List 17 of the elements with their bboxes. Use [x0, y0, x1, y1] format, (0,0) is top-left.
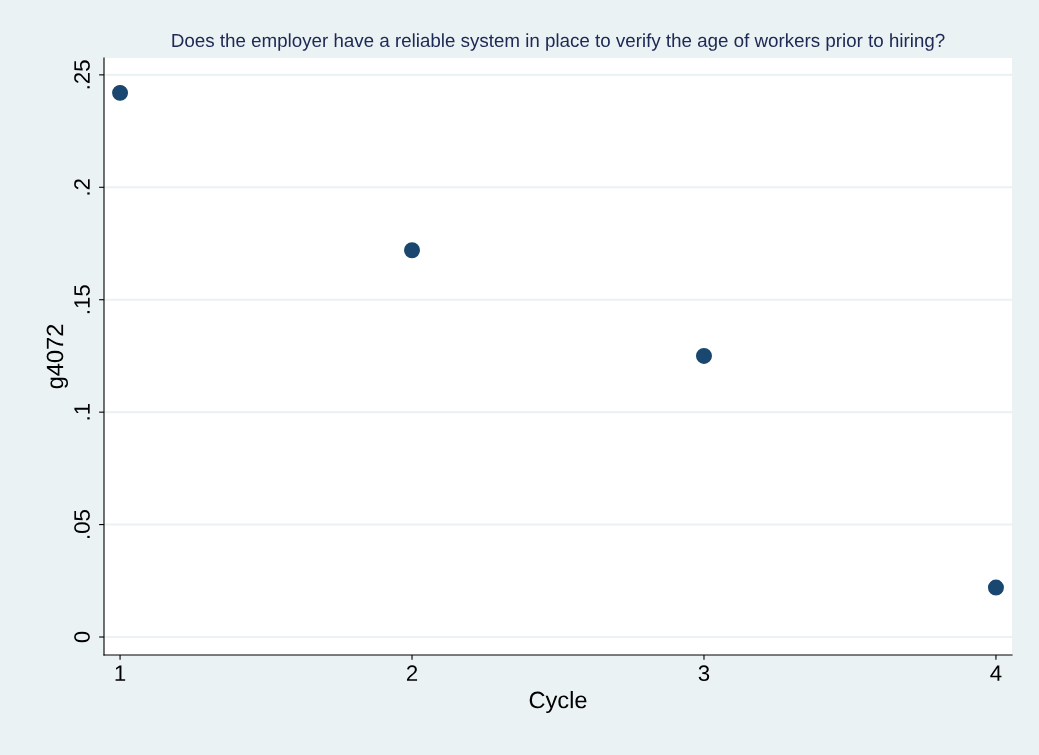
point — [987, 579, 1004, 596]
y-tick-label: .1 — [74, 403, 90, 420]
x-tick-label: 3 — [698, 665, 710, 682]
point — [404, 242, 420, 259]
y-axis-title: g4072 — [46, 324, 69, 389]
y-tick-label: .05 — [74, 510, 90, 538]
y-tick-label: 0 — [74, 631, 90, 643]
x-tick-label: 4 — [990, 665, 1002, 681]
y-tick-label: .2 — [74, 179, 90, 195]
chart-title: Does the employer have a reliable system in place to verify the age of workers prior to hiring? — [172, 33, 945, 51]
point — [112, 84, 129, 101]
x-tick-label: 2 — [406, 665, 418, 681]
x-tick-label: 1 — [115, 665, 126, 681]
y-tick-label: .15 — [74, 285, 90, 314]
point — [696, 347, 712, 364]
y-tick-label: .25 — [74, 60, 90, 89]
x-axis-title: Cycle — [529, 690, 587, 713]
